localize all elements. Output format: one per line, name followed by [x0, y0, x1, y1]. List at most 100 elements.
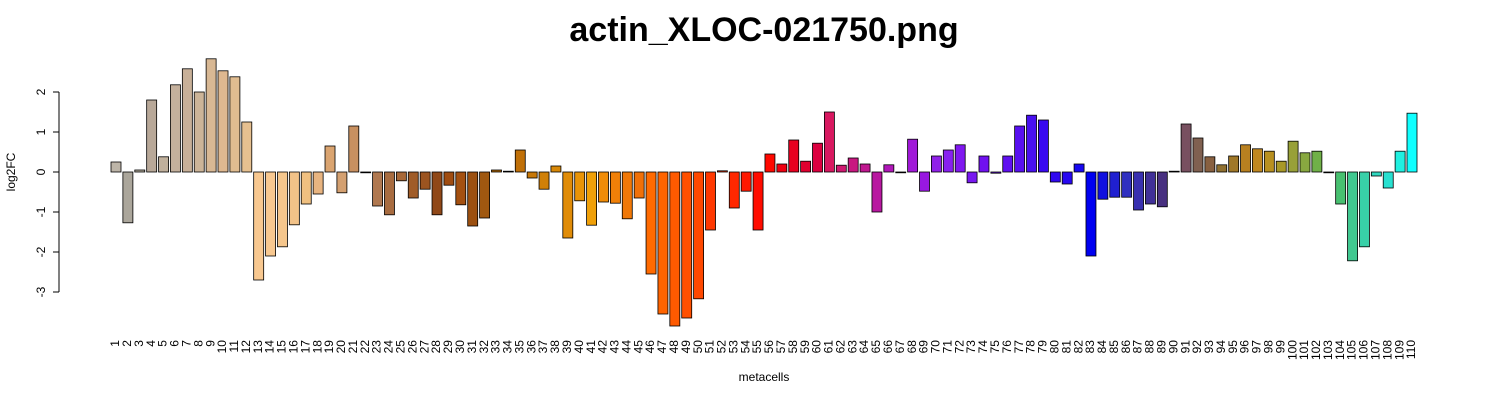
bar: [1121, 171, 1133, 198]
x-tick-label: 23: [370, 340, 384, 354]
y-tick-label: -1: [34, 206, 48, 217]
bar: [919, 171, 930, 192]
bar: [1323, 171, 1335, 174]
bar: [705, 171, 716, 231]
bar: [395, 171, 407, 182]
bar: [1073, 163, 1085, 173]
x-tick-label: 14: [263, 340, 277, 354]
bar: [990, 171, 1002, 174]
bar: [657, 171, 669, 315]
bar: [669, 171, 681, 327]
x-tick-label: 65: [869, 340, 883, 354]
bar: [158, 156, 169, 173]
x-tick-label: 52: [715, 340, 729, 354]
bar: [526, 171, 538, 179]
bar: [336, 171, 348, 194]
bar: [1299, 152, 1311, 173]
bar: [907, 138, 919, 173]
bar: [455, 171, 467, 206]
bar: [467, 171, 479, 227]
x-tick-label: 84: [1095, 340, 1109, 354]
x-tick-label: 102: [1309, 340, 1323, 360]
bar: [1347, 171, 1358, 262]
x-tick-label: 21: [346, 340, 360, 354]
bar: [1038, 119, 1049, 173]
bar: [800, 160, 812, 173]
x-tick-label: 53: [726, 340, 740, 354]
bar: [1228, 155, 1240, 173]
y-tick-label: 0: [34, 168, 48, 175]
x-tick-label: 62: [833, 340, 847, 354]
bar: [372, 171, 383, 207]
x-tick-label: 34: [501, 340, 515, 354]
x-tick-label: 60: [810, 340, 824, 354]
bar: [954, 144, 966, 173]
bar: [895, 171, 907, 174]
y-axis-label: log2FC: [4, 152, 18, 191]
x-tick-label: 70: [929, 340, 943, 354]
bar: [1287, 140, 1299, 173]
x-tick-label: 51: [703, 340, 717, 354]
x-tick-label: 48: [667, 340, 681, 354]
x-tick-label: 63: [845, 340, 859, 354]
bar: [978, 155, 990, 173]
bar: [633, 171, 645, 199]
x-tick-label: 79: [1036, 340, 1050, 354]
bar: [693, 171, 705, 300]
bar: [170, 84, 181, 173]
bar: [621, 171, 633, 220]
x-tick-label: 81: [1059, 340, 1073, 354]
x-tick-label: 24: [382, 340, 396, 354]
bar: [1311, 150, 1323, 173]
bar: [324, 145, 336, 173]
x-tick-label: 8: [191, 340, 205, 347]
bar: [407, 171, 419, 199]
x-tick-label: 107: [1369, 340, 1383, 360]
y-tick-label: 1: [34, 128, 48, 135]
x-tick-label: 83: [1083, 340, 1097, 354]
x-tick-label: 11: [227, 340, 241, 353]
x-tick-label: 9: [203, 340, 217, 347]
bar: [681, 171, 693, 319]
x-tick-label: 69: [917, 340, 931, 354]
x-tick-label: 33: [489, 340, 503, 354]
bar: [1156, 171, 1168, 208]
x-tick-label: 72: [952, 340, 966, 354]
bar: [1406, 112, 1418, 173]
bar: [776, 163, 788, 173]
y-tick-label: 2: [34, 88, 48, 95]
x-tick-label: 22: [358, 340, 372, 354]
x-tick-label: 56: [762, 340, 776, 354]
bar: [348, 125, 360, 173]
x-tick-label: 55: [750, 340, 764, 354]
bar: [181, 68, 193, 173]
bar: [1263, 150, 1275, 173]
x-tick-label: 47: [655, 340, 669, 354]
bar: [205, 58, 217, 173]
bar: [1216, 164, 1228, 173]
bar: [443, 171, 455, 186]
x-tick-label: 96: [1238, 340, 1252, 354]
x-tick-label: 42: [596, 340, 610, 354]
bar: [1192, 137, 1204, 173]
x-tick-label: 50: [691, 340, 705, 354]
x-tick-label: 30: [453, 340, 467, 354]
x-tick-label: 5: [156, 340, 170, 347]
x-tick-label: 44: [619, 340, 633, 354]
bar: [871, 171, 883, 213]
bar: [562, 171, 574, 239]
x-tick-label: 59: [798, 340, 812, 354]
x-tick-label: 13: [251, 340, 265, 354]
x-tick-label: 75: [988, 340, 1002, 354]
x-tick-label: 108: [1380, 340, 1394, 360]
bar: [609, 171, 621, 204]
x-tick-label: 92: [1190, 340, 1204, 354]
x-tick-label: 10: [215, 340, 229, 354]
x-tick-label: 2: [120, 340, 134, 347]
x-tick-label: 95: [1226, 340, 1240, 354]
x-tick-label: 106: [1357, 340, 1371, 360]
bar: [1252, 148, 1263, 173]
x-tick-label: 100: [1285, 340, 1299, 360]
x-tick-label: 82: [1071, 340, 1085, 354]
